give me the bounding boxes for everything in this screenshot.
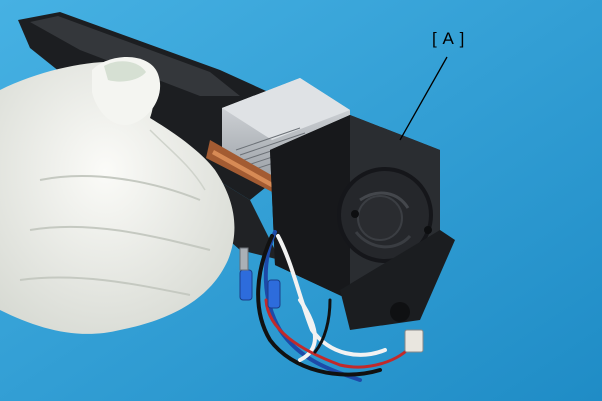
gloved-hand [0, 56, 235, 334]
callout-label: [ A ] [432, 29, 466, 48]
cooling-fan [270, 115, 455, 330]
callout-leader-line [399, 56, 448, 141]
cable-harness [239, 230, 424, 382]
